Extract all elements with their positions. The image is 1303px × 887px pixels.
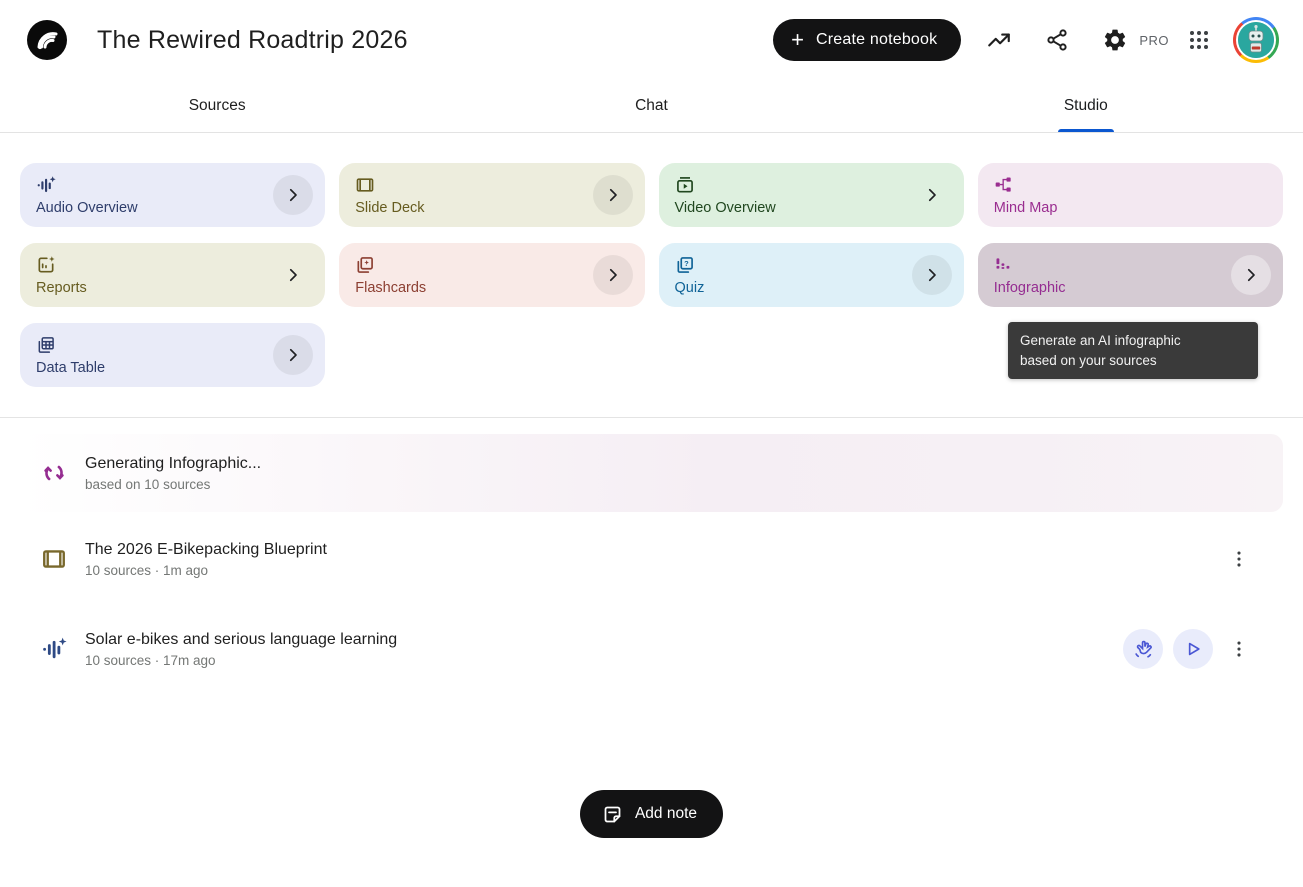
card-reports[interactable]: Reports — [20, 243, 326, 307]
audio-waveform-icon — [36, 175, 56, 195]
card-video-overview[interactable]: Video Overview — [658, 163, 964, 227]
chevron-right-icon[interactable] — [592, 255, 633, 295]
plus-icon: + — [791, 27, 805, 52]
slide-deck-icon — [41, 546, 67, 572]
chevron-right-icon[interactable] — [912, 175, 952, 215]
note-icon — [602, 804, 623, 825]
audio-waveform-icon — [41, 636, 67, 662]
card-audio-overview[interactable]: Audio Overview — [20, 163, 326, 227]
artifact-title: The 2026 E-Bikepacking Blueprint — [85, 540, 327, 558]
artifact-title: Generating Infographic... — [85, 454, 262, 472]
artifact-title: Solar e-bikes and serious language learn… — [85, 630, 398, 648]
quiz-icon: ? — [675, 255, 695, 275]
infographic-tooltip: Generate an AI infographic based on your… — [1008, 322, 1258, 380]
play-icon[interactable] — [1173, 629, 1213, 669]
google-apps-grid-icon[interactable] — [1179, 20, 1219, 60]
chevron-right-icon[interactable] — [273, 175, 314, 215]
flashcards-icon — [355, 255, 375, 275]
slide-deck-icon — [355, 175, 375, 195]
artifact-subtitle: based on 10 sources — [85, 476, 211, 492]
pro-badge: PRO — [1139, 32, 1169, 48]
settings-gear-icon[interactable] — [1095, 20, 1135, 60]
studio-panel: Audio Overview Slide Deck — [0, 133, 1303, 418]
reports-icon — [36, 255, 56, 275]
studio-cards-grid: Audio Overview Slide Deck — [20, 163, 1283, 387]
card-infographic[interactable]: Infographic — [977, 243, 1283, 307]
chevron-right-icon[interactable] — [273, 335, 314, 375]
artifact-subtitle: 10 sources · 1m ago — [85, 562, 209, 578]
notebooklm-logo-icon[interactable] — [27, 20, 67, 60]
card-mind-map[interactable]: Mind Map — [977, 163, 1283, 227]
tab-studio[interactable]: Studio — [869, 80, 1303, 132]
interactive-mode-hand-icon[interactable] — [1123, 629, 1163, 669]
avatar-robot-image — [1236, 20, 1276, 60]
create-notebook-button[interactable]: + Create notebook — [773, 19, 962, 61]
artifact-subtitle: 10 sources · 17m ago — [85, 652, 216, 668]
card-quiz[interactable]: ? Quiz — [658, 243, 964, 307]
mind-map-icon — [994, 175, 1014, 195]
more-menu-icon[interactable] — [1223, 633, 1255, 665]
header-actions: + Create notebook — [773, 17, 1279, 63]
artifact-audio-overview-row[interactable]: Solar e-bikes and serious language learn… — [20, 616, 1283, 682]
card-data-table[interactable]: Data Table — [20, 323, 326, 387]
studio-artifact-list: Generating Infographic... based on 10 so… — [0, 418, 1303, 682]
chevron-right-icon[interactable] — [1231, 255, 1271, 295]
data-table-icon — [36, 335, 56, 355]
notebook-title[interactable]: The Rewired Roadtrip 2026 — [97, 25, 408, 54]
sync-spinner-icon — [41, 460, 67, 486]
user-avatar[interactable] — [1233, 17, 1279, 63]
footer-bar: Add note — [0, 790, 1303, 838]
tab-chat[interactable]: Chat — [635, 97, 668, 114]
artifact-generating-infographic[interactable]: Generating Infographic... based on 10 so… — [20, 434, 1283, 512]
svg-text:?: ? — [684, 259, 689, 268]
more-menu-icon[interactable] — [1223, 543, 1255, 575]
tab-sources[interactable]: Sources — [188, 97, 246, 114]
add-note-button[interactable]: Add note — [579, 790, 724, 838]
chevron-right-icon[interactable] — [592, 175, 633, 215]
chevron-right-icon[interactable] — [911, 255, 952, 295]
card-flashcards[interactable]: Flashcards — [339, 243, 645, 307]
artifact-slide-deck-row[interactable]: The 2026 E-Bikepacking Blueprint 10 sour… — [20, 526, 1283, 592]
analytics-trending-icon[interactable] — [979, 20, 1019, 60]
video-overview-icon — [675, 175, 695, 195]
card-slide-deck[interactable]: Slide Deck — [339, 163, 645, 227]
share-icon[interactable] — [1037, 20, 1077, 60]
active-tab-underline — [1057, 129, 1114, 132]
chevron-right-icon[interactable] — [273, 255, 313, 295]
panel-tabs: Sources Chat Studio — [0, 80, 1303, 133]
infographic-bars-icon — [994, 255, 1014, 275]
top-bar: The Rewired Roadtrip 2026 + Create noteb… — [0, 0, 1303, 80]
